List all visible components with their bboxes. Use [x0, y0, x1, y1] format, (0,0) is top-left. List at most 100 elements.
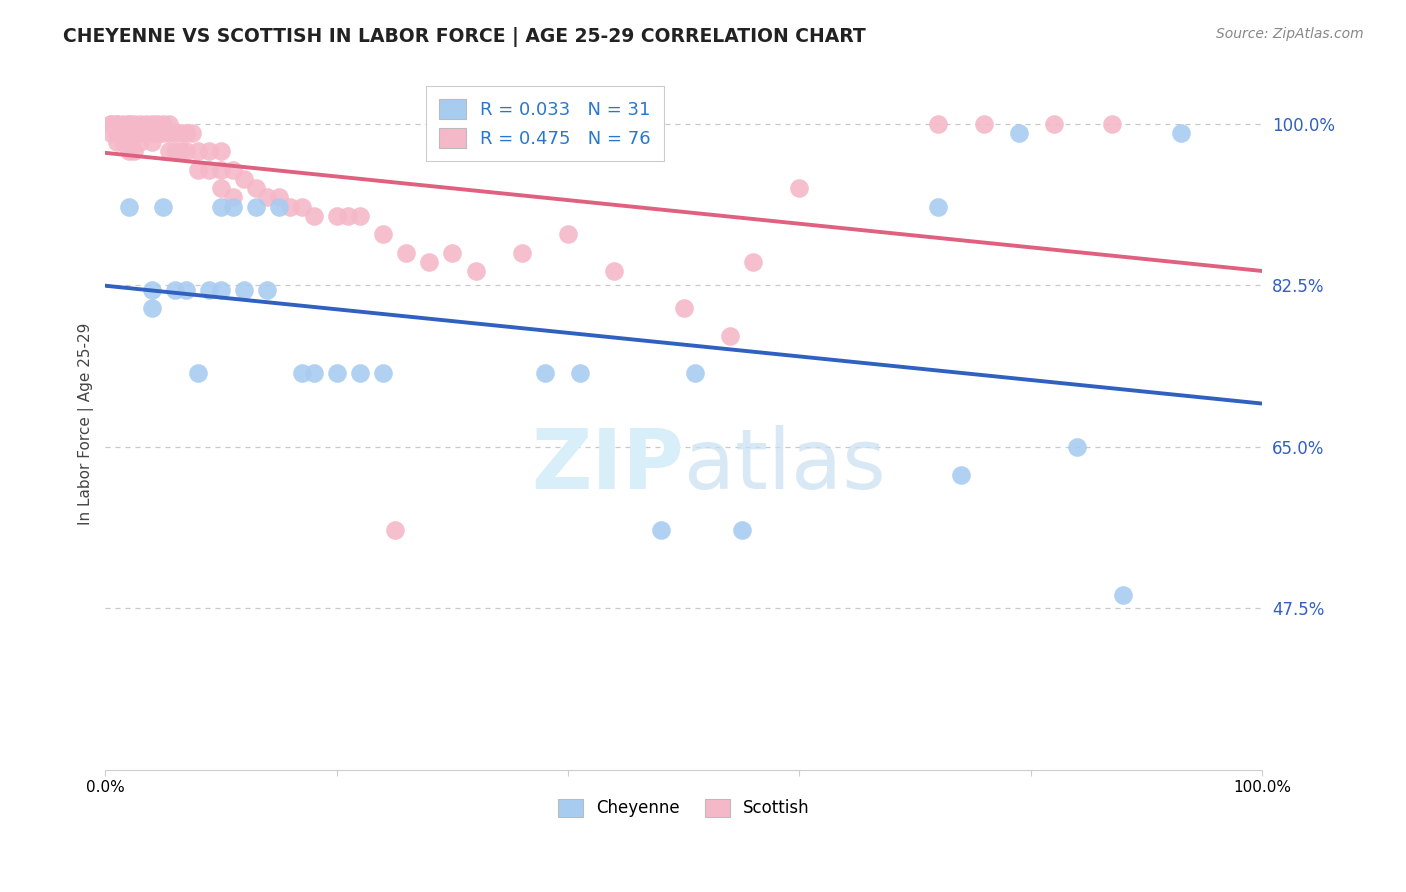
Point [395, 246, 418, 260]
Point [157, 126, 180, 140]
Point [105, 126, 128, 140]
Point [117, 117, 139, 131]
Point [187, 162, 209, 177]
Point [176, 283, 198, 297]
Point [325, 366, 347, 380]
Point [100, 126, 122, 140]
Point [141, 283, 163, 297]
Point [221, 200, 243, 214]
Point [302, 366, 325, 380]
Point [510, 246, 533, 260]
Point [371, 227, 394, 242]
Point [384, 523, 406, 537]
Point [124, 117, 146, 131]
Point [100, 117, 122, 131]
Point [603, 264, 626, 278]
Point [371, 366, 394, 380]
Point [1112, 588, 1135, 602]
Point [742, 255, 765, 269]
Point [198, 145, 221, 159]
Point [418, 255, 440, 269]
Point [221, 162, 243, 177]
Point [337, 209, 360, 223]
Point [950, 467, 973, 482]
Point [1043, 117, 1066, 131]
Point [124, 126, 146, 140]
Point [129, 135, 152, 149]
Point [152, 126, 174, 140]
Text: CHEYENNE VS SCOTTISH IN LABOR FORCE | AGE 25-29 CORRELATION CHART: CHEYENNE VS SCOTTISH IN LABOR FORCE | AG… [63, 27, 866, 46]
Point [198, 283, 221, 297]
Point [117, 135, 139, 149]
Point [267, 190, 290, 204]
Point [730, 523, 752, 537]
Point [1066, 440, 1088, 454]
Point [233, 172, 256, 186]
Point [117, 117, 139, 131]
Point [927, 117, 949, 131]
Point [349, 366, 371, 380]
Legend: Cheyenne, Scottish: Cheyenne, Scottish [551, 792, 817, 824]
Point [117, 145, 139, 159]
Point [245, 200, 267, 214]
Point [557, 227, 579, 242]
Point [209, 283, 232, 297]
Point [135, 117, 157, 131]
Point [111, 135, 134, 149]
Point [111, 126, 134, 140]
Point [105, 117, 128, 131]
Text: Source: ZipAtlas.com: Source: ZipAtlas.com [1216, 27, 1364, 41]
Point [256, 283, 278, 297]
Point [672, 301, 695, 316]
Point [141, 117, 163, 131]
Point [163, 145, 186, 159]
Point [187, 145, 209, 159]
Y-axis label: In Labor Force | Age 25-29: In Labor Force | Age 25-29 [79, 323, 94, 524]
Point [267, 200, 290, 214]
Point [325, 209, 347, 223]
Point [169, 126, 191, 140]
Point [141, 301, 163, 316]
Point [157, 117, 180, 131]
Point [124, 145, 146, 159]
Point [1170, 126, 1192, 140]
Point [568, 366, 591, 380]
Point [141, 126, 163, 140]
Point [105, 117, 128, 131]
Point [973, 117, 995, 131]
Point [718, 329, 741, 343]
Point [141, 135, 163, 149]
Point [927, 200, 949, 214]
Point [209, 200, 232, 214]
Point [111, 117, 134, 131]
Point [117, 126, 139, 140]
Point [181, 126, 204, 140]
Point [146, 117, 169, 131]
Point [650, 523, 672, 537]
Point [209, 145, 232, 159]
Point [302, 209, 325, 223]
Point [152, 200, 174, 214]
Point [291, 200, 314, 214]
Point [129, 126, 152, 140]
Point [135, 126, 157, 140]
Point [146, 126, 169, 140]
Point [685, 366, 707, 380]
Text: ZIP: ZIP [531, 425, 683, 506]
Point [1008, 126, 1031, 140]
Point [291, 366, 314, 380]
Point [233, 283, 256, 297]
Point [176, 126, 198, 140]
Point [198, 162, 221, 177]
Point [105, 135, 128, 149]
Point [129, 117, 152, 131]
Point [245, 181, 267, 195]
Point [256, 190, 278, 204]
Point [209, 181, 232, 195]
Point [117, 200, 139, 214]
Point [176, 145, 198, 159]
Point [152, 117, 174, 131]
Point [209, 162, 232, 177]
Text: atlas: atlas [683, 425, 886, 506]
Point [187, 366, 209, 380]
